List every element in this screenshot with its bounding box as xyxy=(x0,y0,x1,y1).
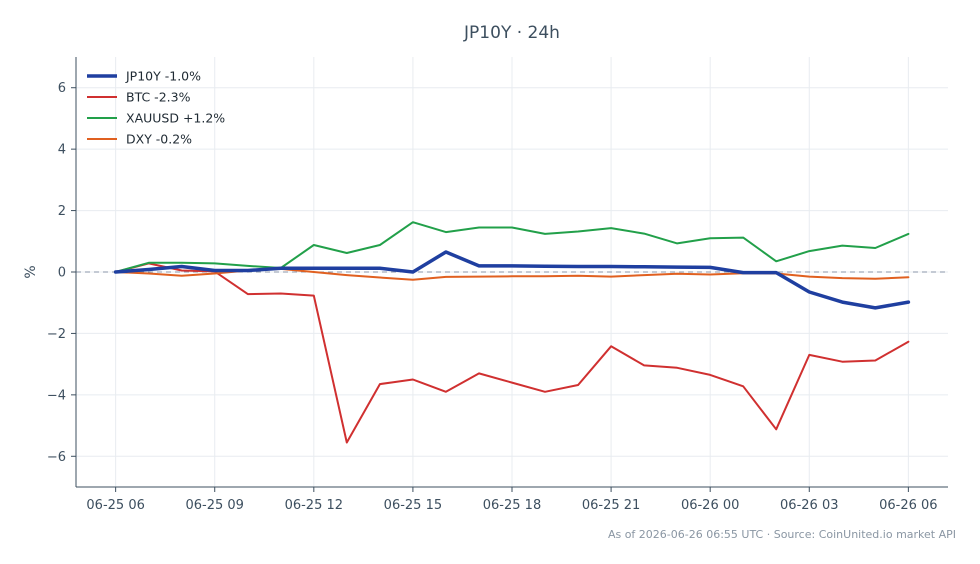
x-tick-label: 06-26 06 xyxy=(879,498,937,513)
legend-label: XAUUSD +1.2% xyxy=(126,111,225,126)
chart-title: JP10Y · 24h xyxy=(463,23,560,43)
x-ticks: 06-25 06 06-25 09 06-25 12 06-25 15 06-25 18… xyxy=(86,487,938,513)
y-tick-label: −6 xyxy=(47,450,66,465)
y-tick-label: 4 xyxy=(58,143,66,158)
x-tick-label: 06-26 00 xyxy=(681,498,739,513)
y-tick-label: 0 xyxy=(58,266,66,281)
y-tick-label: 2 xyxy=(58,204,66,219)
series-line xyxy=(113,250,911,310)
x-tick-label: 06-25 12 xyxy=(285,498,343,513)
legend-label: JP10Y -1.0% xyxy=(125,69,201,84)
series-line xyxy=(114,262,910,444)
x-tick-label: 06-25 15 xyxy=(384,498,442,513)
y-tick-label: −2 xyxy=(47,327,66,342)
x-tick-label: 06-25 21 xyxy=(582,498,640,513)
legend-label: DXY -0.2% xyxy=(126,132,192,147)
y-tick-label: 6 xyxy=(58,81,66,96)
y-axis-label: % xyxy=(23,265,39,278)
legend-label: BTC -2.3% xyxy=(126,90,191,105)
legend: JP10Y -1.0% BTC -2.3% XAUUSD +1.2% DXY -0.2… xyxy=(87,69,225,147)
x-tick-label: 06-26 03 xyxy=(780,498,838,513)
x-tick-label: 06-25 18 xyxy=(483,498,541,513)
footer-source: As of 2026-06-26 06:55 UTC · Source: Coi… xyxy=(608,528,956,541)
x-tick-label: 06-25 09 xyxy=(186,498,244,513)
series-line xyxy=(114,221,910,273)
y-ticks: −6 −4 −2 0 2 4 6 xyxy=(47,81,76,465)
x-tick-label: 06-25 06 xyxy=(86,498,144,513)
y-tick-label: −4 xyxy=(47,388,66,403)
series-lines xyxy=(113,221,911,444)
